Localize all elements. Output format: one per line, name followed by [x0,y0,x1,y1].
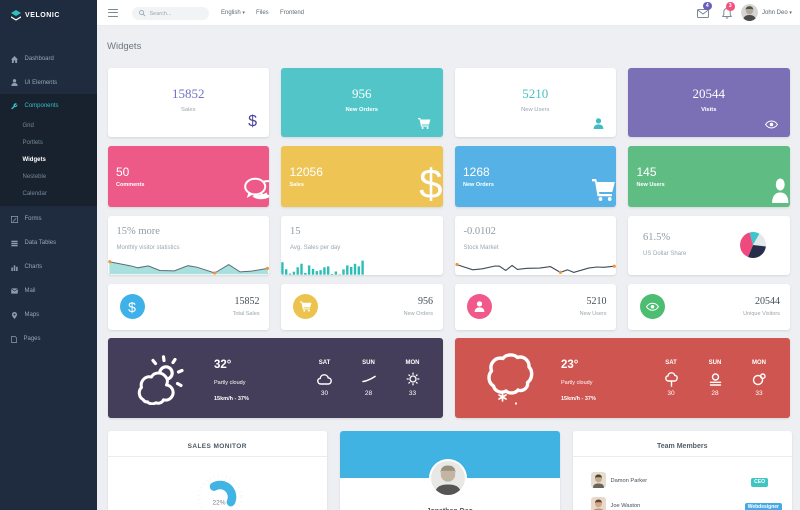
svg-text:22%: 22% [212,499,225,506]
